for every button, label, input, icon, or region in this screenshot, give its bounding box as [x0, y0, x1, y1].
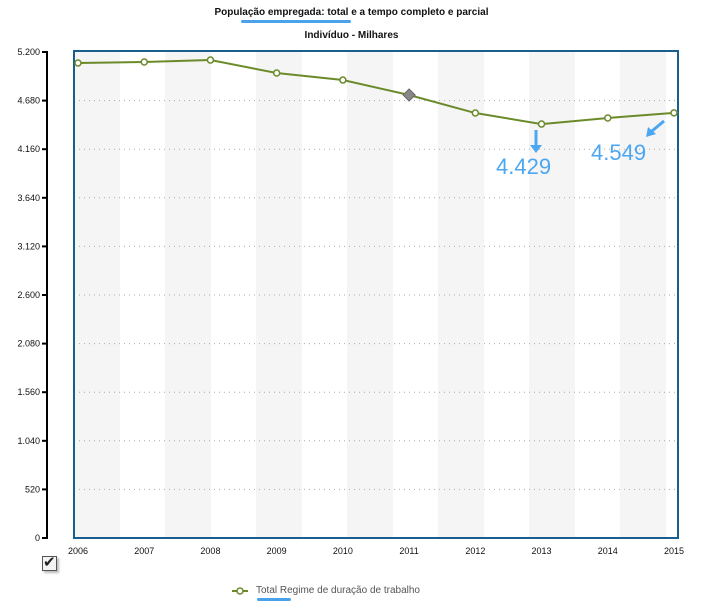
annotation-arrowhead [530, 145, 542, 153]
x-tick-label: 2008 [200, 546, 220, 556]
annotation-arrowhead [646, 127, 656, 137]
x-tick-label: 2015 [664, 546, 684, 556]
data-point [206, 56, 215, 64]
legend-marker-icon [232, 586, 248, 595]
x-tick-label: 2006 [68, 546, 88, 556]
y-tick-label: 2.080 [17, 339, 40, 349]
legend[interactable]: Total Regime de duração de trabalho [232, 585, 420, 596]
annotation-arrow [651, 119, 665, 133]
data-point-hover [402, 88, 416, 102]
y-tick-label: 0 [35, 533, 40, 543]
chart-subtitle: Indivíduo - Milhares [304, 30, 399, 41]
background-band [438, 51, 484, 538]
data-point [604, 114, 612, 122]
data-point [670, 109, 678, 117]
title-underline [241, 20, 351, 23]
plot-frame [73, 50, 679, 539]
chart-title: População empregada: total e a tempo com… [214, 7, 489, 18]
series-line [77, 59, 675, 126]
background-band [165, 51, 211, 538]
checkbox[interactable]: ✔ [42, 554, 57, 571]
x-tick-label: 2012 [465, 546, 485, 556]
y-tick-label: 1.560 [17, 387, 40, 397]
x-tick-label: 2013 [532, 546, 552, 556]
legend-label: Total Regime de duração de trabalho [256, 585, 420, 596]
data-point [140, 58, 148, 66]
y-tick-label: 5.200 [17, 47, 40, 57]
y-tick-label: 3.120 [17, 241, 40, 251]
data-point [537, 120, 546, 128]
x-tick-label: 2011 [399, 546, 418, 556]
data-point [272, 69, 281, 77]
y-tick-label: 1.040 [17, 436, 40, 446]
legend-underline [257, 598, 291, 601]
data-point [339, 76, 347, 84]
y-tick-label: 3.640 [17, 193, 40, 203]
data-point [471, 109, 480, 117]
annotation-label: 4.549 [591, 140, 646, 165]
background-band [620, 51, 666, 538]
x-tick-label: 2010 [333, 546, 353, 556]
y-tick-label: 2.600 [17, 290, 40, 300]
y-tick-label: 4.680 [17, 96, 40, 106]
y-tick-label: 520 [25, 484, 40, 494]
y-tick-label: 4.160 [17, 144, 40, 154]
data-point [74, 59, 82, 67]
x-tick-label: 2009 [267, 546, 287, 556]
x-tick-label: 2007 [134, 546, 154, 556]
x-tick-label: 2014 [598, 546, 618, 556]
check-icon: ✔ [43, 554, 56, 571]
annotation-label: 4.429 [496, 154, 551, 179]
background-band [74, 51, 120, 538]
